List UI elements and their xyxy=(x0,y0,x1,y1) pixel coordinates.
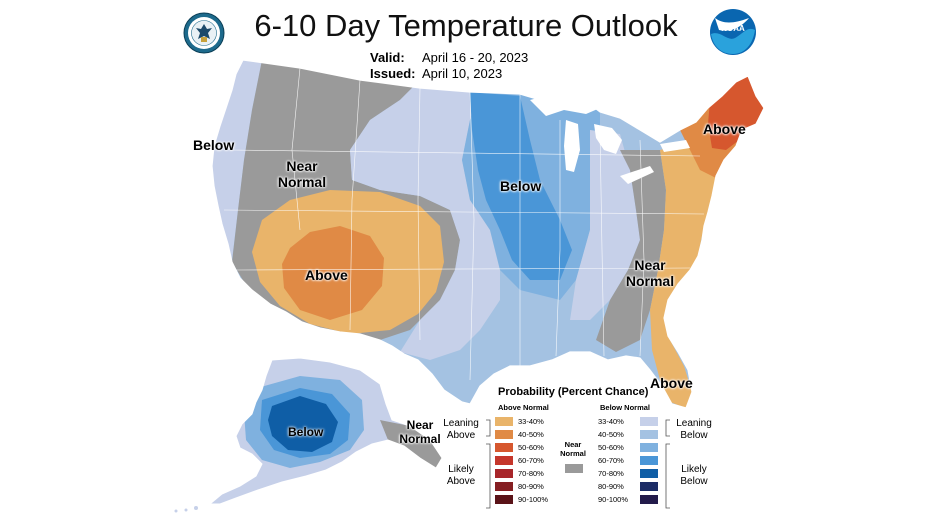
legend-row-above-4: 70-80% xyxy=(440,469,720,480)
legend-swatch-below-3 xyxy=(640,456,658,465)
page-title: 6-10 Day Temperature Outlook xyxy=(254,8,678,43)
legend-swatch-above-6 xyxy=(495,495,513,504)
commerce-seal-icon xyxy=(183,12,225,54)
legend-range-below-4: 70-80% xyxy=(598,469,624,478)
label-alaska: Below xyxy=(288,425,324,439)
legend-range-below-5: 80-90% xyxy=(598,482,624,491)
legend-range-above-4: 70-80% xyxy=(518,469,544,478)
legend-swatch-below-1 xyxy=(640,430,658,439)
legend-range-below-3: 60-70% xyxy=(598,456,624,465)
legend-leaning-below: Leaning Below xyxy=(676,418,712,441)
legend-swatch-above-0 xyxy=(495,417,513,426)
legend-row-above-0: 33-40% xyxy=(440,417,720,428)
label-alaska-southeast: Near Normal xyxy=(399,418,441,446)
legend-swatch-above-1 xyxy=(495,430,513,439)
legend-row-above-2: 50-60% xyxy=(440,443,720,454)
legend-swatch-above-3 xyxy=(495,456,513,465)
legend-row-above-3: 60-70% xyxy=(440,456,720,467)
legend-swatch-below-6 xyxy=(640,495,658,504)
legend-swatch-below-2 xyxy=(640,443,658,452)
legend-range-below-2: 50-60% xyxy=(598,443,624,452)
legend-range-above-3: 60-70% xyxy=(518,456,544,465)
legend-range-above-1: 40-50% xyxy=(518,430,544,439)
legend-range-above-2: 50-60% xyxy=(518,443,544,452)
legend-leaning-above: Leaning Above xyxy=(443,418,479,441)
legend-row-below-2: 50-60% xyxy=(440,443,720,454)
legend-title: Probability (Percent Chance) xyxy=(498,386,649,398)
legend-row-above-1: 40-50% xyxy=(440,430,720,441)
legend-above-header: Above Normal xyxy=(498,403,549,412)
legend: Probability (Percent Chance) Above Norma… xyxy=(440,384,720,519)
label-central: Below xyxy=(500,178,542,194)
legend-below-header: Below Normal xyxy=(600,403,651,412)
legend-swatch-below-5 xyxy=(640,482,658,491)
legend-near-normal-swatch xyxy=(565,464,583,473)
label-east: Near Normal xyxy=(625,257,675,289)
legend-likely-above: Likely Above xyxy=(446,464,476,487)
legend-near-normal-label: Near Normal xyxy=(560,440,586,458)
legend-swatch-below-0 xyxy=(640,417,658,426)
legend-row-below-4: 70-80% xyxy=(440,469,720,480)
legend-range-below-1: 40-50% xyxy=(598,430,624,439)
issued-value: April 10, 2023 xyxy=(422,66,503,81)
legend-swatch-above-5 xyxy=(495,482,513,491)
legend-row-above-6: 90-100% xyxy=(440,495,720,506)
legend-range-above-6: 90-100% xyxy=(518,495,549,504)
legend-likely-below: Likely Below xyxy=(680,464,708,487)
valid-label: Valid: xyxy=(370,50,405,65)
legend-swatch-above-2 xyxy=(495,443,513,452)
label-northeast: Above xyxy=(703,121,746,137)
label-west-interior: Near Normal xyxy=(277,158,327,190)
date-block: Valid: April 16 - 20, 2023 Issued: April 1… xyxy=(370,50,528,82)
label-southwest: Above xyxy=(305,267,348,283)
legend-row-below-6: 90-100% xyxy=(440,495,720,506)
legend-swatch-below-4 xyxy=(640,469,658,478)
legend-row-below-5: 80-90% xyxy=(440,482,720,493)
legend-range-above-5: 80-90% xyxy=(518,482,544,491)
svg-text:NOAA: NOAA xyxy=(721,24,745,33)
legend-range-below-6: 90-100% xyxy=(598,495,629,504)
noaa-logo-icon: NOAA xyxy=(710,9,756,55)
issued-label: Issued: xyxy=(370,66,416,81)
legend-row-below-1: 40-50% xyxy=(440,430,720,441)
legend-row-below-3: 60-70% xyxy=(440,456,720,467)
legend-range-below-0: 33-40% xyxy=(598,417,624,426)
label-west-coast: Below xyxy=(193,137,235,153)
valid-line: Valid: April 16 - 20, 2023 xyxy=(370,50,528,66)
legend-row-below-0: 33-40% xyxy=(440,417,720,428)
legend-row-above-5: 80-90% xyxy=(440,482,720,493)
issued-line: Issued: April 10, 2023 xyxy=(370,66,528,82)
legend-range-above-0: 33-40% xyxy=(518,417,544,426)
legend-brackets xyxy=(486,419,670,509)
legend-swatch-above-4 xyxy=(495,469,513,478)
label-florida: Above xyxy=(650,375,693,391)
valid-value: April 16 - 20, 2023 xyxy=(422,50,529,65)
